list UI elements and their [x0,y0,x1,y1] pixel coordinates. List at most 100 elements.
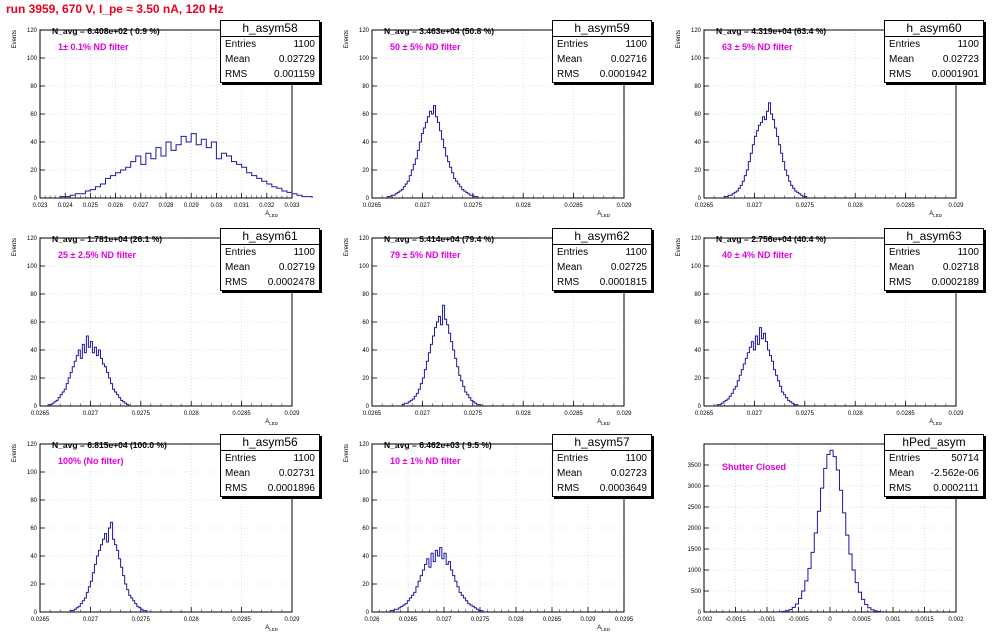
x-tick-label: 0.028 [508,617,524,623]
x-tick-label: 0.029 [184,203,200,209]
x-tick-label: 0.026 [108,203,124,209]
stats-row-rms: RMS 0.0002478 [221,275,319,290]
y-tick-label: 80 [694,84,701,90]
y-tick-label: 80 [362,498,369,504]
stats-value: 1100 [625,453,647,464]
y-tick-label: 60 [694,320,701,326]
navg-label: N_avg = 2.756e+04 (40.4 %) [716,234,827,244]
stats-row-entries: Entries 50714 [885,451,983,466]
x-tick-label: 0.028 [184,411,200,417]
stats-box: h_asym59 Entries 1100 Mean 0.02716 RMS 0.00019… [552,20,652,83]
stats-value: -2.562e-06 [930,468,979,479]
stats-value: 0.0002111 [933,483,979,494]
x-tick-label: 0.028 [848,203,864,209]
y-axis-label: Events [344,238,350,256]
y-tick-label: 20 [694,376,701,382]
histogram-name: h_asym57 [553,435,651,451]
y-tick-label: 20 [30,168,37,174]
x-tick-label: 0.0005 [852,617,871,623]
histogram-line [389,547,484,612]
stats-label: Entries [557,453,589,464]
x-axis-label: ALED [597,625,611,632]
stats-value: 1100 [293,247,315,258]
x-tick-label: 0.028 [184,617,200,623]
y-tick-label: 1500 [688,547,702,553]
stats-row-rms: RMS 0.0003649 [553,481,651,496]
histogram-line [59,133,313,198]
x-tick-label: 0.0015 [915,617,934,623]
navg-label: N_avg = 6.462e+03 ( 9.5 %) [384,440,492,450]
stats-row-entries: Entries 1100 [221,37,319,52]
y-tick-label: 2000 [688,526,702,532]
y-tick-label: 40 [30,348,37,354]
stats-value: 0.02723 [610,468,647,479]
y-tick-label: 3500 [688,463,702,469]
stats-label: RMS [225,69,248,80]
stats-label: Mean [557,54,583,65]
stats-box: h_asym57 Entries 1100 Mean 0.02723 RMS 0.00036… [552,434,652,497]
x-tick-label: 0.0295 [615,617,634,623]
stats-value: 50714 [951,453,979,464]
y-axis-label: Events [344,444,350,462]
navg-label: N_avg = 1.781e+04 (26.1 %) [52,234,163,244]
y-tick-label: 40 [30,140,37,146]
y-tick-label: 40 [362,554,369,560]
y-tick-label: 3000 [688,484,702,490]
stats-row-mean: Mean 0.02716 [553,52,651,67]
y-tick-label: 20 [362,376,369,382]
stats-row-mean: Mean 0.02725 [553,260,651,275]
y-tick-label: 120 [359,442,370,448]
histogram-name: h_asym60 [885,21,983,37]
stats-value: 0.001159 [274,69,315,80]
x-axis-label: ALED [929,419,943,426]
stats-row-rms: RMS 0.0001896 [221,481,319,496]
histogram-name: h_asym59 [553,21,651,37]
y-tick-label: 120 [691,28,702,34]
x-tick-label: 0.0275 [132,411,151,417]
x-tick-label: 0.0265 [31,411,50,417]
stats-label: Entries [225,453,257,464]
stats-row-mean: Mean 0.02729 [221,52,319,67]
x-axis-label: ALED [597,419,611,426]
histogram-pad-h_asym58: 0.023 0.024 0.025 0.026 0.027 0.028 0.029 0.03 0… [0,18,330,223]
stats-label: Entries [889,247,921,258]
x-tick-label: -0.0015 [725,617,746,623]
y-tick-label: 2500 [688,505,702,511]
x-axis-label: ALED [929,211,943,218]
stats-row-entries: Entries 1100 [553,245,651,260]
stats-box: h_asym58 Entries 1100 Mean 0.02729 RMS 0.00115… [220,20,320,83]
x-tick-label: 0.027 [747,411,763,417]
x-tick-label: 0.0275 [132,617,151,623]
x-tick-label: 0.0285 [543,617,562,623]
y-axis-label: Events [676,30,682,48]
x-tick-label: 0.03 [211,203,223,209]
stats-value: 0.0002478 [267,277,315,288]
stats-label: RMS [889,483,912,494]
stats-row-mean: Mean 0.02723 [553,466,651,481]
stats-value: 0.0001896 [267,483,315,494]
stats-row-entries: Entries 1100 [221,451,319,466]
histogram-line [716,327,799,406]
stats-value: 0.0003649 [599,483,647,494]
x-tick-label: 0.028 [516,411,532,417]
y-tick-label: 100 [27,56,38,62]
stats-value: 1100 [625,247,647,258]
x-tick-label: 0.0285 [896,411,915,417]
x-tick-label: 0.0275 [464,411,483,417]
y-tick-label: 120 [359,236,370,242]
y-tick-label: 60 [694,112,701,118]
stats-value: 1100 [625,39,647,50]
filter-label: 25 ± 2.5% ND filter [58,250,136,260]
x-tick-label: 0.0265 [399,617,418,623]
stats-row-rms: RMS 0.0001901 [885,67,983,82]
stats-box: hPed_asym Entries 50714 Mean -2.562e-06 RMS 0.… [884,434,984,497]
filter-label: 63 ± 5% ND filter [722,42,793,52]
filter-label: 1± 0.1% ND filter [58,42,129,52]
stats-label: Mean [557,468,583,479]
y-tick-label: 100 [691,56,702,62]
stats-label: RMS [557,69,580,80]
stats-label: Mean [557,262,583,273]
stats-row-rms: RMS 0.0001815 [553,275,651,290]
stats-label: Mean [225,468,251,479]
stats-row-mean: Mean -2.562e-06 [885,466,983,481]
